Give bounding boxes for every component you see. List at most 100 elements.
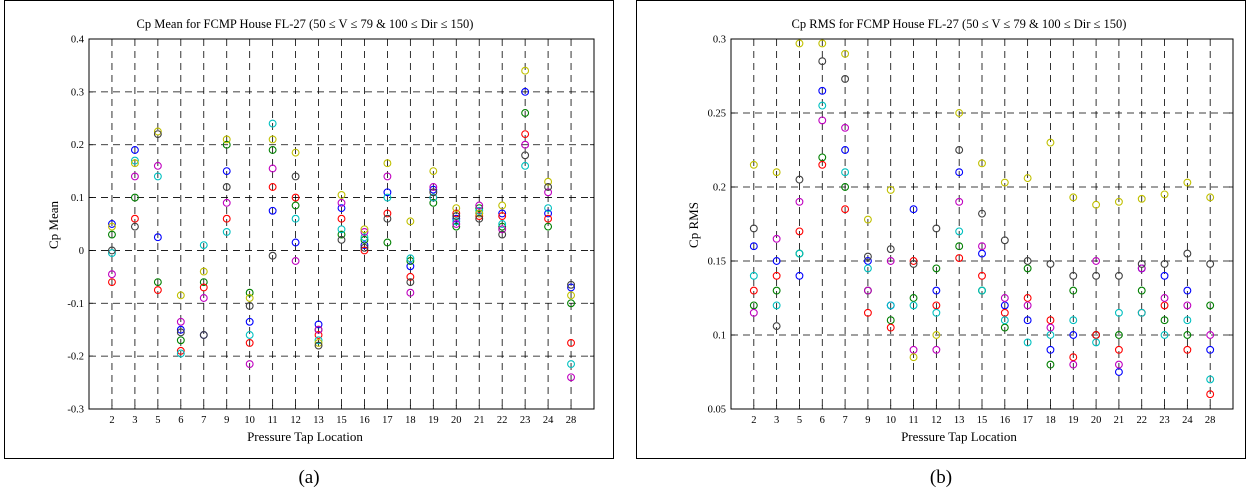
data-point — [360, 243, 369, 252]
y-tick-label: 0.3 — [71, 87, 84, 98]
y-tick-label: 0.1 — [713, 331, 726, 342]
x-tick-label: 21 — [1114, 415, 1125, 426]
data-point — [1023, 316, 1032, 325]
data-point — [841, 49, 850, 58]
data-point — [863, 252, 872, 261]
caption-b: (b) — [929, 467, 953, 488]
data-point — [291, 172, 300, 181]
data-point — [544, 209, 553, 218]
x-tick-label: 28 — [566, 415, 577, 426]
data-point — [429, 167, 438, 176]
data-point — [772, 271, 781, 280]
data-point — [1000, 178, 1009, 187]
data-point — [955, 109, 964, 117]
chart-frame — [4, 0, 614, 459]
x-tick-label: 3 — [132, 415, 137, 426]
data-point — [978, 286, 986, 295]
data-point — [955, 242, 964, 251]
data-point — [1069, 353, 1078, 362]
data-point — [818, 86, 827, 95]
data-point — [475, 204, 484, 213]
data-point — [337, 230, 346, 239]
data-point — [452, 212, 461, 221]
data-point — [498, 201, 507, 210]
x-tick-label: 18 — [405, 415, 416, 426]
data-point — [886, 323, 895, 332]
data-point — [1114, 368, 1123, 376]
data-point — [337, 225, 346, 234]
data-point — [567, 280, 575, 289]
chart-panel-b: Cp RMS for FCMP House FL-27 (50 ≤ V ≤ 79… — [636, 0, 1246, 498]
data-point — [863, 215, 872, 224]
data-point — [909, 205, 918, 214]
data-point — [199, 267, 208, 276]
data-point — [291, 238, 300, 247]
data-point — [314, 341, 323, 350]
data-point — [498, 230, 507, 239]
data-point — [1206, 375, 1215, 384]
data-point — [406, 254, 415, 263]
data-point — [909, 257, 918, 265]
data-point — [314, 336, 323, 345]
data-point — [176, 317, 185, 326]
data-point — [1023, 301, 1032, 310]
data-point — [1183, 301, 1192, 310]
data-point — [955, 227, 964, 236]
data-point — [567, 299, 575, 308]
data-point — [749, 301, 758, 310]
x-tick-label: 9 — [865, 415, 870, 426]
data-point — [222, 198, 231, 207]
data-point — [245, 294, 254, 302]
data-point — [886, 257, 895, 265]
data-point — [475, 206, 484, 215]
data-point — [567, 338, 575, 347]
data-point — [1000, 301, 1009, 310]
x-tick-label: 5 — [797, 415, 802, 426]
data-point — [818, 153, 827, 162]
data-point — [108, 222, 116, 231]
data-point — [1069, 360, 1078, 369]
data-point — [1114, 360, 1123, 369]
data-point — [199, 241, 208, 250]
x-tick-label: 20 — [451, 415, 462, 426]
data-point — [795, 197, 804, 206]
data-point — [1183, 249, 1192, 258]
data-point — [452, 217, 461, 226]
data-point — [153, 278, 162, 287]
x-tick-label: 10 — [885, 415, 896, 426]
data-point — [429, 183, 438, 191]
plot-area: 2 3 5 6 7 9 10 11 12 13 15 16 17 18 19 20 21 22 23 24 28-0.3… — [67, 35, 595, 426]
x-tick-label: 6 — [178, 415, 183, 426]
data-point — [932, 331, 941, 339]
data-point — [521, 151, 530, 160]
data-point — [337, 198, 346, 207]
data-point — [749, 286, 758, 295]
data-point — [199, 278, 208, 287]
data-point — [955, 168, 964, 177]
data-point — [1023, 294, 1032, 302]
data-point — [314, 325, 323, 334]
data-point — [268, 183, 277, 191]
data-point — [153, 161, 162, 170]
data-point — [383, 209, 392, 218]
data-point — [1000, 316, 1009, 325]
data-point — [153, 127, 162, 136]
data-point — [909, 345, 918, 354]
data-point — [222, 167, 231, 176]
data-point — [818, 116, 827, 125]
data-point — [1046, 323, 1055, 332]
data-point — [406, 217, 415, 226]
data-point — [863, 286, 872, 295]
x-axis-label: Pressure Tap Location — [247, 429, 363, 444]
data-point — [544, 204, 553, 213]
data-point — [749, 271, 758, 280]
data-point — [406, 262, 415, 271]
x-tick-label: 20 — [1091, 415, 1102, 426]
data-point — [818, 101, 827, 110]
x-tick-label: 3 — [774, 415, 779, 426]
chart-title: Cp Mean for FCMP House FL-27 (50 ≤ V ≤ 7… — [137, 17, 474, 31]
data-point — [1160, 190, 1169, 199]
x-tick-label: 12 — [931, 415, 942, 426]
data-point — [245, 317, 254, 326]
x-tick-label: 23 — [520, 415, 531, 426]
